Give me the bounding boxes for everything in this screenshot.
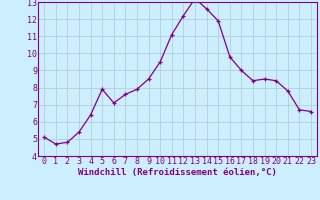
X-axis label: Windchill (Refroidissement éolien,°C): Windchill (Refroidissement éolien,°C): [78, 168, 277, 177]
